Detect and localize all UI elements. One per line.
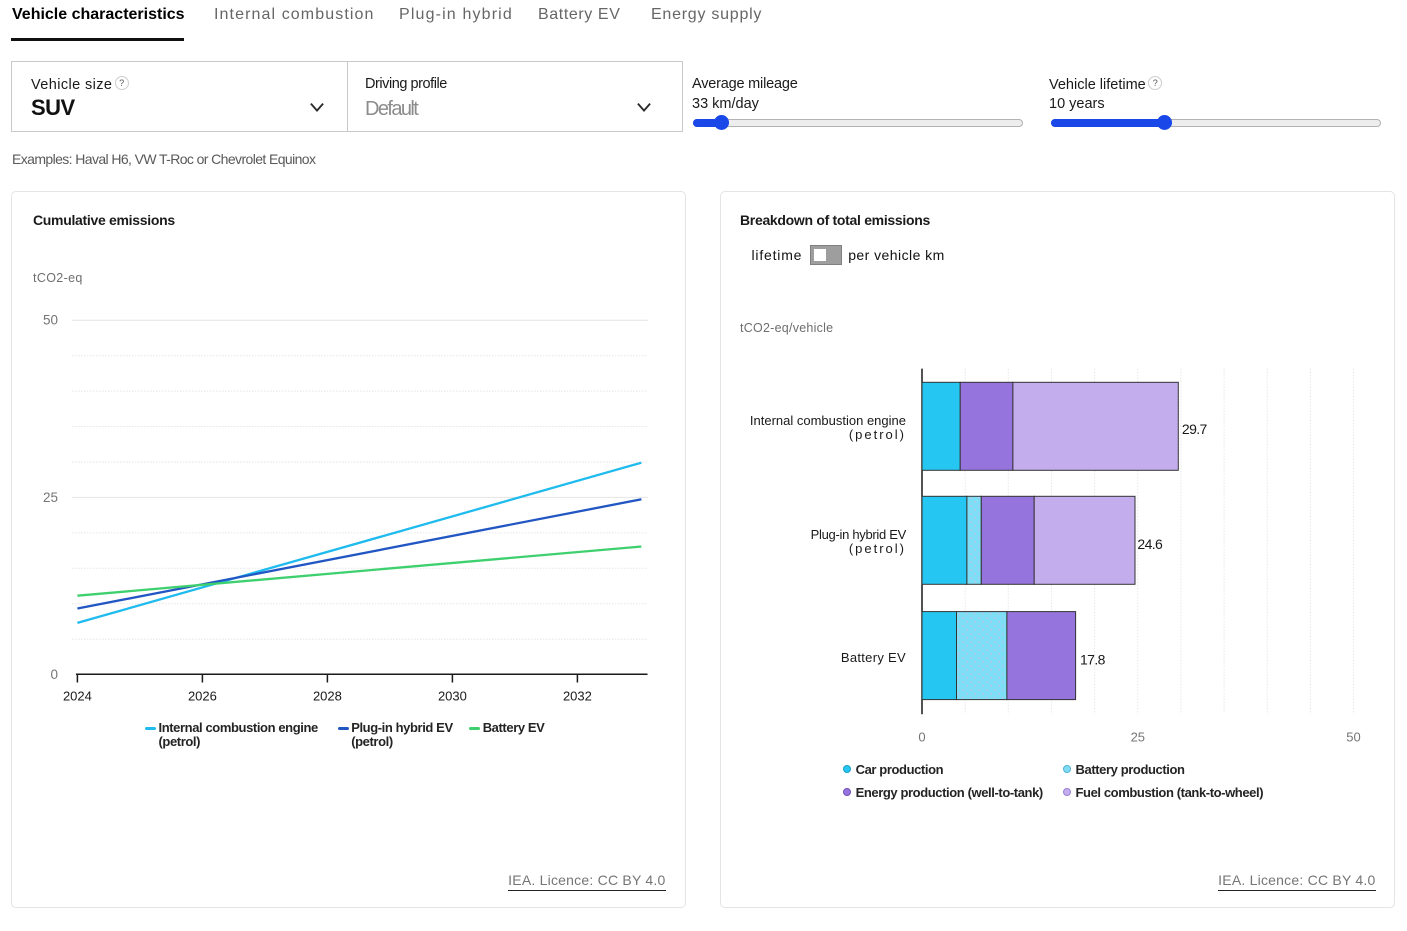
svg-text:(petrol): (petrol)	[849, 541, 906, 556]
svg-text:2032: 2032	[563, 689, 592, 704]
svg-text:25: 25	[43, 490, 58, 505]
svg-text:2026: 2026	[188, 689, 217, 704]
svg-text:0: 0	[918, 730, 925, 745]
svg-text:50: 50	[43, 313, 58, 328]
svg-text:50: 50	[1346, 730, 1360, 745]
svg-text:24.6: 24.6	[1137, 536, 1163, 552]
svg-text:Battery EV: Battery EV	[841, 650, 906, 665]
svg-text:(petrol): (petrol)	[849, 427, 906, 442]
svg-text:2024: 2024	[63, 689, 92, 704]
svg-text:2028: 2028	[313, 689, 342, 704]
svg-text:2030: 2030	[438, 689, 467, 704]
svg-text:29.7: 29.7	[1182, 421, 1208, 437]
svg-text:Internal combustion engine: Internal combustion engine	[750, 413, 906, 428]
svg-text:25: 25	[1131, 730, 1145, 745]
svg-text:17.8: 17.8	[1080, 652, 1106, 668]
svg-text:0: 0	[50, 667, 58, 682]
svg-text:Plug-in hybrid EV: Plug-in hybrid EV	[811, 527, 907, 542]
